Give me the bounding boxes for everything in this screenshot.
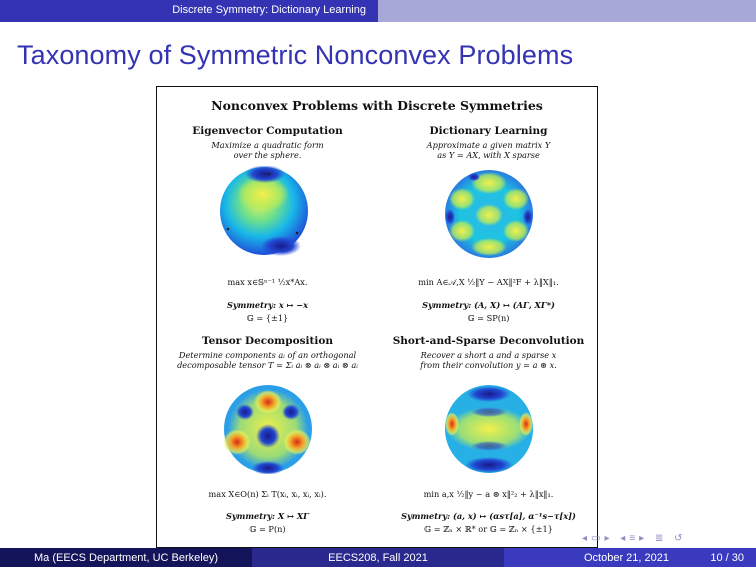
footer-right: October 21, 2021 10 / 30 — [504, 548, 756, 567]
cell-group: 𝔾 = ℤₙ × ℝ* or 𝔾 = ℤₙ × {±1} — [424, 524, 553, 534]
nav-frame-prev-icon[interactable]: ◂ — [582, 533, 592, 544]
cell-heading: Dictionary Learning — [429, 125, 548, 137]
tensor-sphere-plot — [223, 385, 312, 474]
nav-subsection-icon[interactable]: ≣ — [654, 533, 668, 544]
footer-bar: Ma (EECS Department, UC Berkeley) EECS20… — [0, 548, 756, 567]
header-right — [378, 0, 756, 22]
header-bar: Discrete Symmetry: Dictionary Learning — [0, 0, 756, 22]
cell-description-line2: from their convolution y = a ⊛ x. — [420, 360, 557, 370]
nav-section-icon[interactable]: ≡ — [629, 533, 640, 544]
deconvolution-sphere-plot — [445, 385, 533, 473]
cell-eigenvector: Eigenvector Computation Maximize a quadr… — [157, 125, 378, 325]
cell-sparse-deconvolution: Short-and-Sparse Deconvolution Recover a… — [378, 335, 599, 545]
cell-symmetry: Symmetry: (A, X) ↦ (AΓ, XΓ*) — [422, 300, 555, 310]
cell-group: 𝔾 = P(n) — [249, 524, 286, 534]
footer-author: Ma (EECS Department, UC Berkeley) — [0, 548, 252, 567]
nav-section-next-icon[interactable]: ▸ — [639, 533, 649, 544]
cell-symmetry: Symmetry: x ↦ −x — [226, 300, 309, 310]
header-left: Discrete Symmetry: Dictionary Learning — [0, 0, 378, 22]
cell-heading: Short-and-Sparse Deconvolution — [392, 335, 585, 347]
nav-search-icon[interactable]: ↺ — [674, 533, 687, 544]
footer-page-number: 10 / 30 — [710, 551, 744, 564]
cell-formula: max X∈O(n) Σᵢ T(xᵢ, xᵢ, xᵢ, xᵢ). — [208, 489, 327, 499]
footer-course: EECS208, Fall 2021 — [252, 548, 504, 567]
cell-description-line1: Recover a short a and a sparse x — [420, 350, 557, 360]
cell-description-line2: decomposable tensor T = Σᵢ aᵢ ⊗ aᵢ ⊗ aᵢ … — [177, 360, 358, 370]
footer-date: October 21, 2021 — [584, 551, 670, 564]
beamer-navigation: ◂▭▸ ◂≡▸ ≣ ↺ — [582, 533, 687, 544]
figure-title: Nonconvex Problems with Discrete Symmetr… — [211, 98, 543, 113]
cell-heading: Tensor Decomposition — [201, 335, 334, 347]
cell-symmetry: Symmetry: (a, x) ↦ (αsτ[a], α⁻¹s−τ[x]) — [401, 511, 576, 521]
cell-description-line1: Maximize a quadratic form — [211, 140, 324, 150]
nav-frame-next-icon[interactable]: ▸ — [604, 533, 614, 544]
cell-formula: min A∈𝒜,X ½‖Y − AX‖²F + λ‖X‖₁. — [418, 277, 559, 287]
cell-group: 𝔾 = SP(n) — [467, 313, 510, 323]
cell-group: 𝔾 = {±1} — [246, 313, 289, 323]
cell-description-line1: Approximate a given matrix Y — [426, 140, 551, 150]
cell-dictionary-learning: Dictionary Learning Approximate a given … — [378, 125, 599, 325]
cell-description-line2: as Y = AX, with X sparse — [437, 150, 540, 160]
cell-description-line2: over the sphere. — [233, 150, 302, 160]
cell-formula: max x∈𝕊ⁿ⁻¹ ½x*Ax. — [227, 277, 308, 287]
cell-heading: Eigenvector Computation — [192, 125, 343, 137]
section-title[interactable]: Discrete Symmetry: Dictionary Learning — [172, 4, 366, 16]
eigenvector-sphere-plot — [220, 166, 308, 256]
nav-frame-icon[interactable]: ▭ — [591, 533, 605, 544]
slide-title: Taxonomy of Symmetric Nonconvex Problems — [17, 40, 574, 70]
taxonomy-figure: Nonconvex Problems with Discrete Symmetr… — [156, 86, 598, 548]
dictionary-sphere-plot — [445, 170, 533, 258]
cell-tensor-decomposition: Tensor Decomposition Determine component… — [157, 335, 378, 545]
cell-description-line1: Determine components aᵢ of an orthogonal — [178, 350, 357, 360]
nav-section-prev-icon[interactable]: ◂ — [620, 533, 630, 544]
cell-formula: min a,x ½‖y − a ⊛ x‖²₂ + λ‖x‖₁. — [423, 489, 554, 499]
cell-symmetry: Symmetry: X ↦ XΓ — [225, 511, 309, 521]
